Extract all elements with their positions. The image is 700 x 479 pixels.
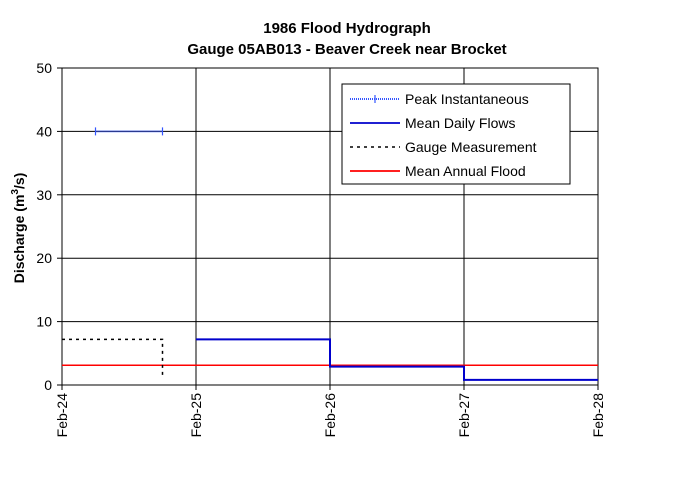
y-tick-label: 30 — [36, 187, 52, 203]
y-tick-label: 50 — [36, 60, 52, 76]
y-tick-label: 0 — [44, 377, 52, 393]
series-layer — [62, 127, 598, 381]
legend-entry-mean-annual-flood: Mean Annual Flood — [405, 163, 526, 179]
x-tick-label: Feb-28 — [590, 393, 606, 438]
x-axis-ticks: Feb-24 Feb-25 Feb-26 Feb-27 Feb-28 — [54, 385, 606, 437]
x-tick-label: Feb-27 — [456, 393, 472, 438]
chart-title: 1986 Flood Hydrograph — [263, 20, 431, 37]
y-tick-label: 20 — [36, 250, 52, 266]
legend: Peak Instantaneous Mean Daily Flows Gauge … — [341, 83, 571, 185]
series-mean-daily-flows-line — [196, 338, 598, 381]
y-axis-label: Discharge (m3/s) — [10, 173, 27, 284]
y-axis-label-superscript: 3 — [10, 189, 21, 195]
legend-entry-peak-instantaneous: Peak Instantaneous — [405, 91, 529, 107]
x-tick-label: Feb-26 — [322, 393, 338, 438]
legend-entry-mean-daily-flows: Mean Daily Flows — [405, 115, 515, 131]
legend-entry-gauge-measurement: Gauge Measurement — [405, 139, 537, 155]
x-tick-label: Feb-25 — [188, 393, 204, 438]
y-tick-label: 40 — [36, 123, 52, 139]
legend-box — [341, 83, 571, 185]
x-tick-label: Feb-24 — [54, 393, 70, 438]
y-axis-label-main: Discharge (m — [11, 195, 27, 284]
series-gauge-measurement-line — [62, 338, 164, 379]
y-axis-label-tail: /s) — [11, 173, 27, 189]
y-axis-ticks: 0 10 20 30 40 50 — [36, 60, 62, 393]
chart-subtitle: Gauge 05AB013 - Beaver Creek near Brocke… — [187, 41, 506, 58]
y-tick-label: 10 — [36, 314, 52, 330]
